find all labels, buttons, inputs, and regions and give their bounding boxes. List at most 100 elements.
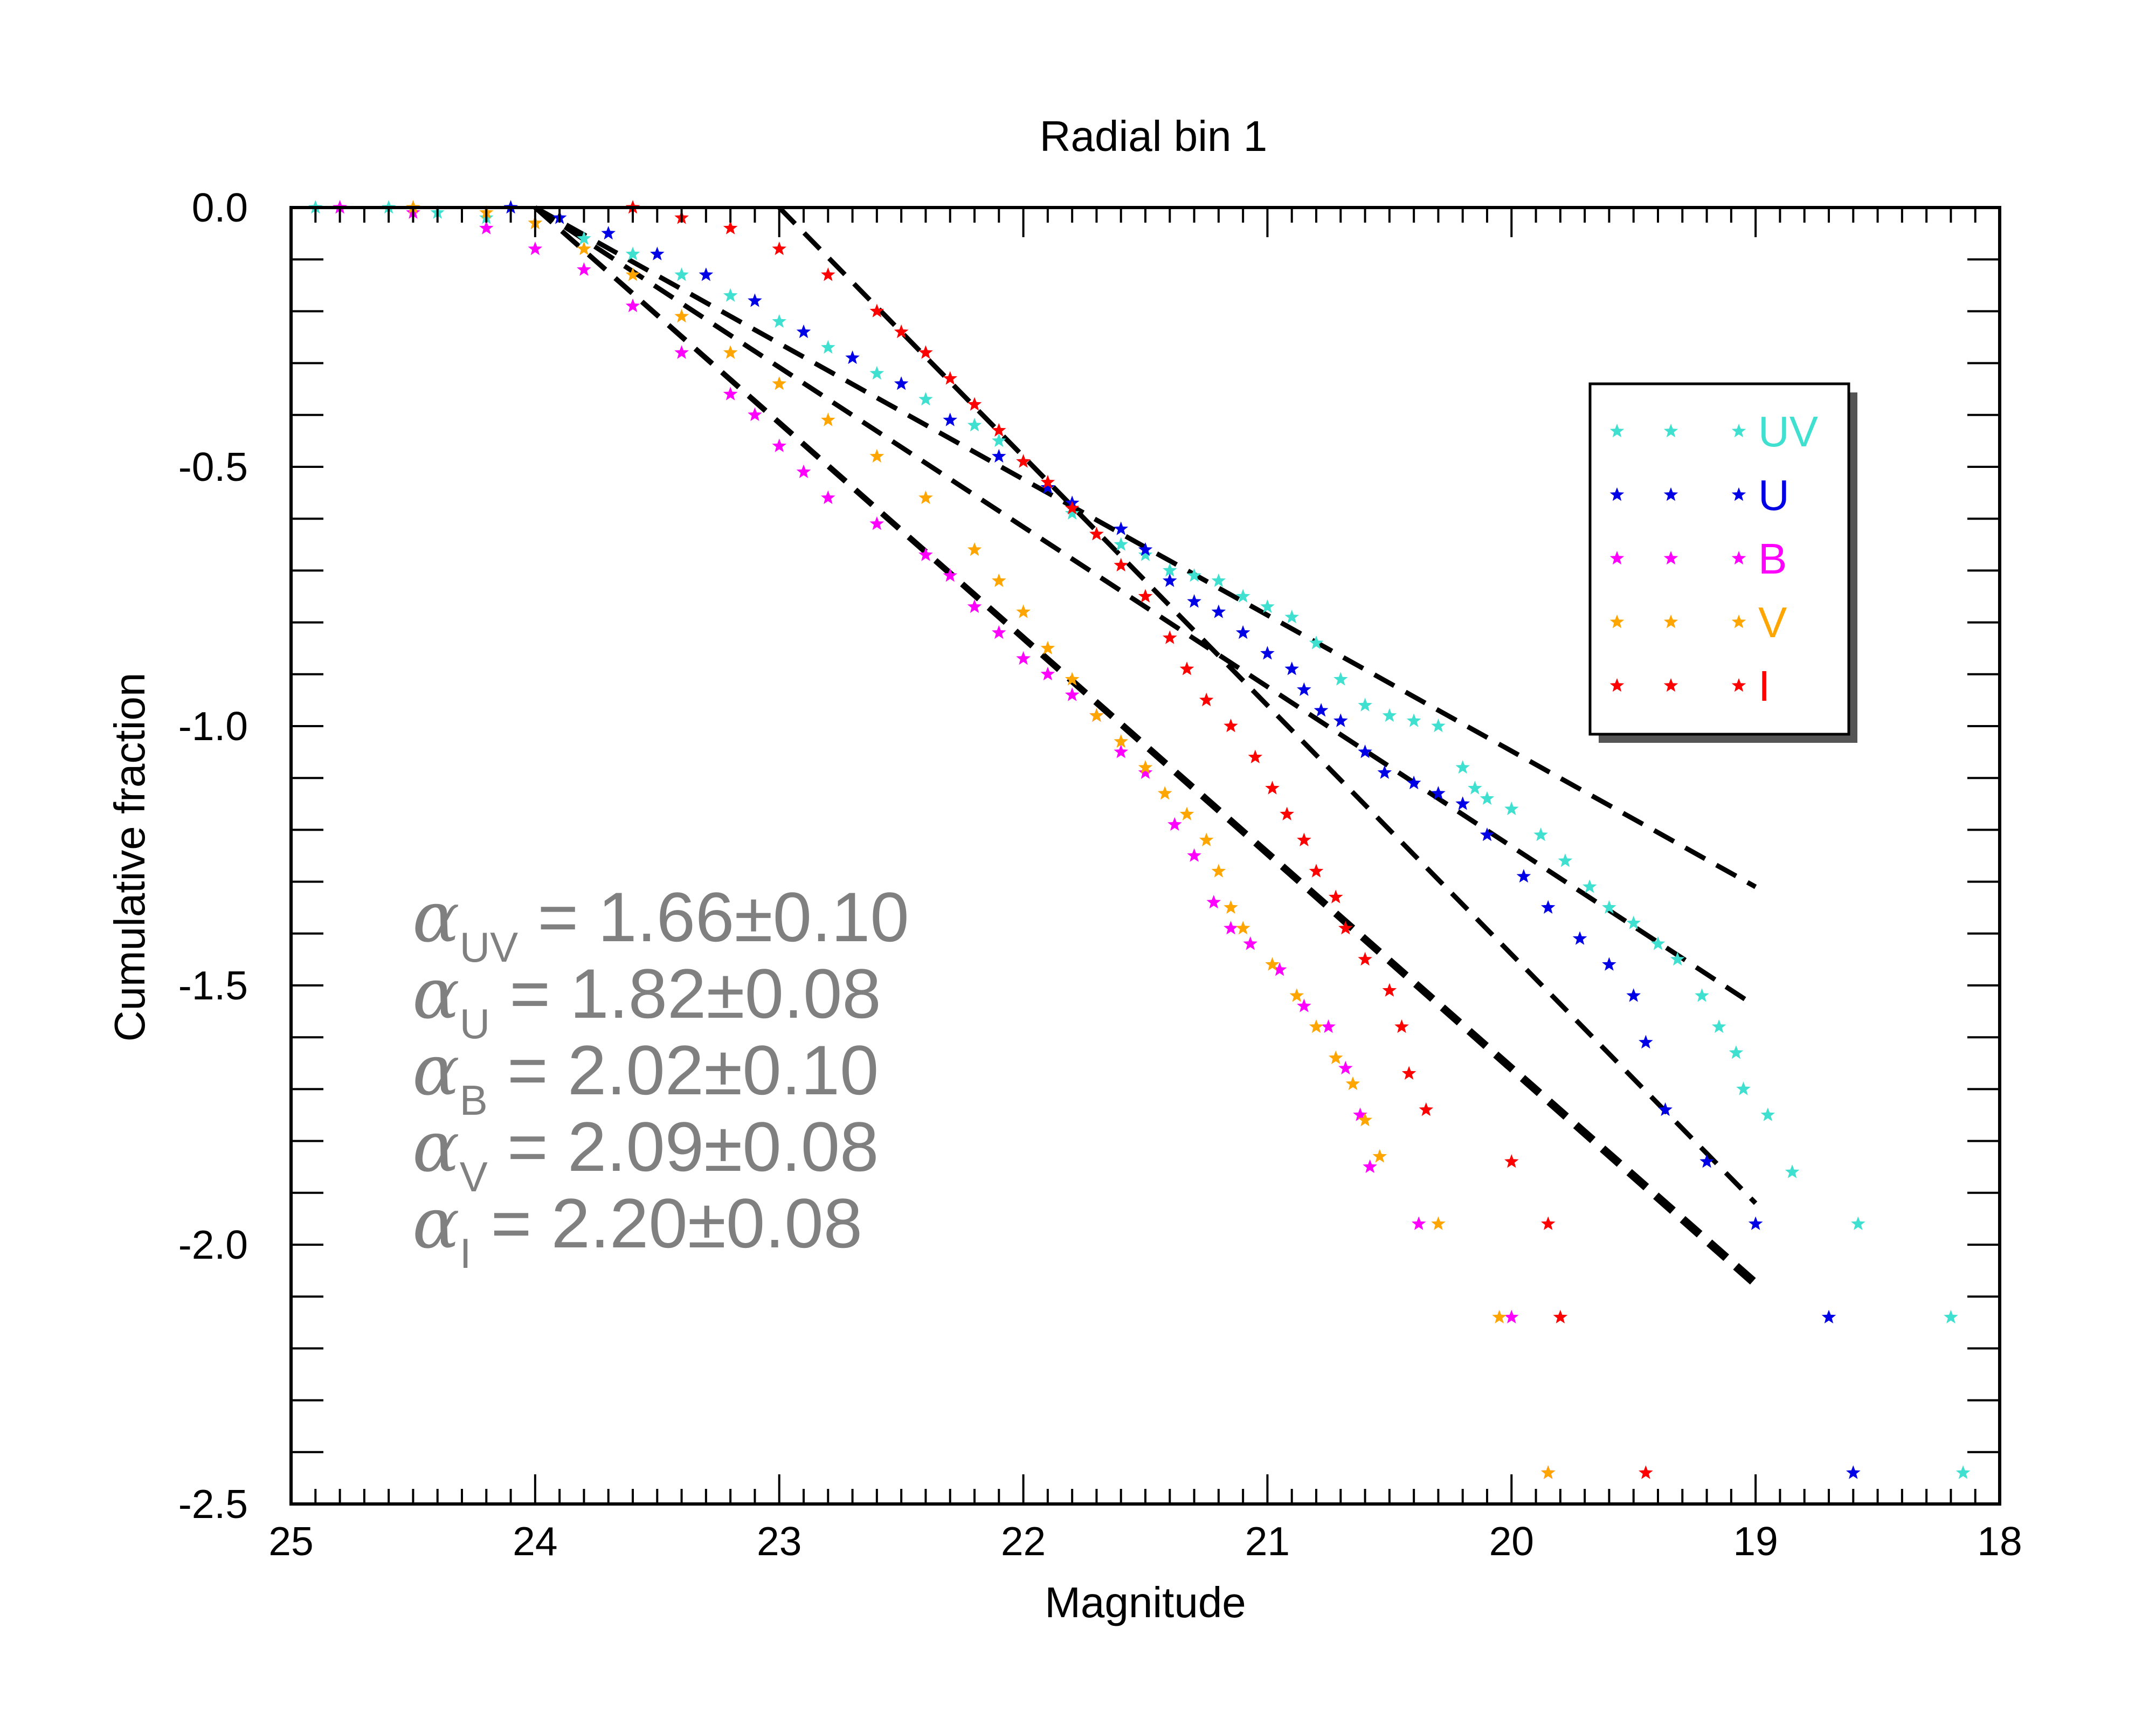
data-point <box>1265 781 1280 795</box>
data-point <box>1187 594 1201 608</box>
y-tick-label: -1.0 <box>178 703 248 749</box>
x-tick-label: 25 <box>268 1519 313 1564</box>
data-point <box>1040 640 1055 654</box>
data-point <box>967 397 982 411</box>
fit-line <box>777 205 1758 1205</box>
data-point <box>1846 1465 1861 1479</box>
x-tick-label: 24 <box>513 1519 557 1564</box>
data-point <box>1455 760 1470 774</box>
x-tick-label: 22 <box>1001 1519 1046 1564</box>
data-point <box>601 226 616 240</box>
data-point <box>1211 604 1226 618</box>
data-point <box>1492 1309 1507 1323</box>
fit-line <box>533 205 1758 1288</box>
alpha-symbol: α <box>412 953 460 1034</box>
data-point <box>1626 988 1641 1002</box>
data-point <box>1533 827 1548 841</box>
x-tick-label: 19 <box>1733 1519 1778 1564</box>
data-point <box>1419 1102 1434 1116</box>
data-point <box>1199 832 1214 846</box>
data-point <box>1040 474 1055 489</box>
legend-label: V <box>1758 598 1787 646</box>
data-point <box>894 324 909 339</box>
legend-marker <box>1609 487 1625 501</box>
data-point <box>674 267 689 281</box>
data-point <box>1363 1159 1377 1173</box>
data-point <box>1179 661 1194 675</box>
data-point <box>1224 900 1238 914</box>
data-point <box>1138 760 1153 774</box>
tick-labels: 25 24 23 22 21 20 19 18 0.0 -0.5 -1.0 -1.5 -2.0 -2.5 <box>178 185 2022 1564</box>
data-point <box>1670 951 1685 966</box>
legend-marker <box>1609 615 1625 629</box>
data-point <box>1504 801 1519 816</box>
data-point <box>1748 1216 1763 1230</box>
data-point <box>625 246 640 260</box>
legend-marker <box>1731 551 1746 565</box>
data-point <box>1016 604 1031 618</box>
data-point <box>1401 1066 1416 1080</box>
annotation-value: = 2.02±0.10 <box>488 1031 879 1109</box>
data-point <box>992 573 1006 587</box>
data-point <box>967 542 982 556</box>
data-point <box>967 418 982 432</box>
data-point <box>1333 713 1348 727</box>
data-point <box>1309 1019 1324 1033</box>
x-axis-label: Magnitude <box>1045 1578 1246 1626</box>
slope-annotation: αU = 1.82±0.08 <box>412 953 881 1047</box>
data-point <box>1289 988 1304 1002</box>
legend-marker <box>1663 678 1678 692</box>
annotation-subscript: UV <box>460 923 518 971</box>
data-point <box>943 568 957 582</box>
data-point <box>1358 951 1372 966</box>
data-point <box>1516 869 1531 883</box>
data-point <box>869 303 884 318</box>
data-point <box>1658 1102 1673 1116</box>
data-point <box>479 220 494 234</box>
data-point <box>1235 625 1250 639</box>
data-point <box>1377 765 1392 779</box>
data-point <box>1480 791 1495 805</box>
data-point <box>1699 1154 1714 1168</box>
data-point <box>1504 1309 1519 1323</box>
data-point <box>1321 1019 1336 1033</box>
data-point <box>943 412 957 426</box>
data-point <box>1235 921 1250 935</box>
data-point <box>674 345 689 359</box>
annotation-value: = 1.82±0.08 <box>490 954 881 1033</box>
data-point <box>1431 786 1446 800</box>
data-point <box>1582 879 1597 893</box>
data-point <box>1394 1019 1409 1033</box>
data-point <box>1260 646 1275 660</box>
data-point <box>918 391 933 406</box>
data-point <box>1284 610 1299 624</box>
data-point <box>1297 998 1311 1012</box>
data-point <box>1338 1060 1353 1075</box>
data-point <box>674 309 689 323</box>
data-point <box>992 423 1006 437</box>
data-point <box>1695 988 1709 1002</box>
data-point <box>943 371 957 385</box>
data-point <box>796 324 811 339</box>
data-point <box>1358 1113 1372 1127</box>
alpha-symbol: α <box>412 1182 460 1264</box>
data-point <box>1729 1045 1744 1059</box>
data-point <box>1089 527 1104 541</box>
annotation-value: = 2.20±0.08 <box>471 1184 862 1262</box>
data-point <box>1338 921 1353 935</box>
data-point <box>1179 806 1194 820</box>
slope-annotation: αV = 2.09±0.08 <box>412 1106 879 1200</box>
data-point <box>821 490 835 504</box>
data-point <box>1138 589 1153 603</box>
legend-label: B <box>1758 535 1787 583</box>
data-point <box>1602 900 1616 914</box>
annotation-value: = 2.09±0.08 <box>488 1107 879 1186</box>
data-point <box>1187 848 1201 862</box>
data-point <box>1260 599 1275 613</box>
data-point <box>918 547 933 561</box>
slope-annotation: αB = 2.02±0.10 <box>412 1029 879 1124</box>
legend-marker <box>1731 487 1746 501</box>
data-point <box>821 412 835 426</box>
